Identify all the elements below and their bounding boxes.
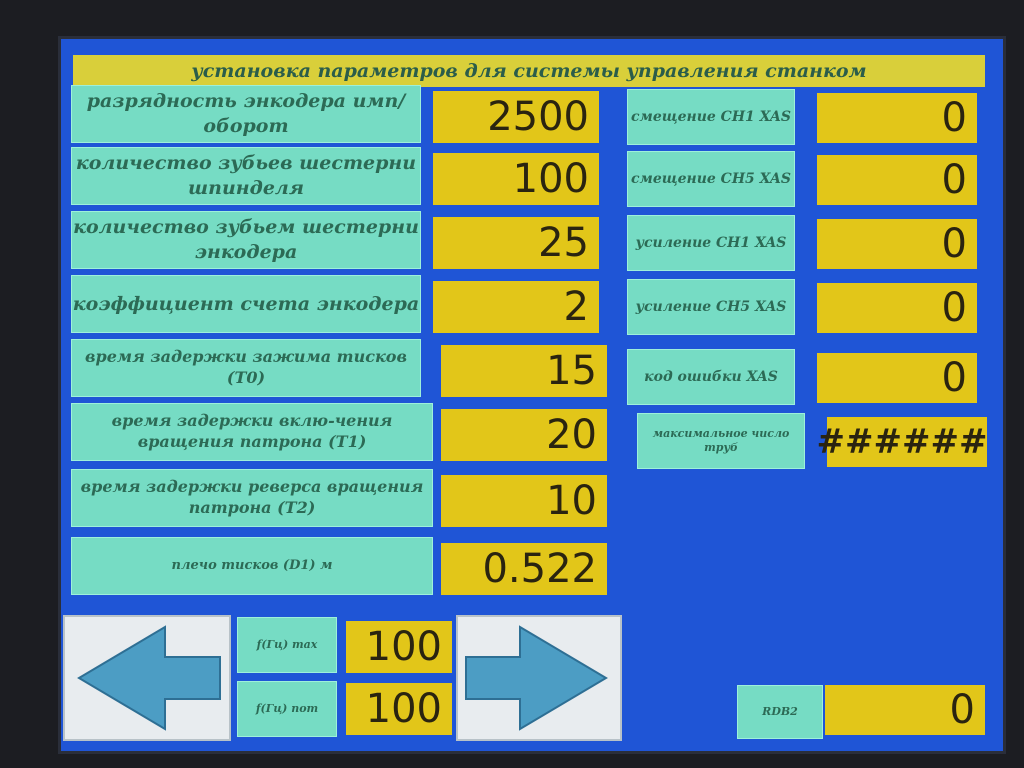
freq-max-label: f(Гц) max <box>237 617 337 673</box>
param-value[interactable]: 20 <box>441 409 607 461</box>
xas-param-value[interactable]: 0 <box>817 219 977 269</box>
arrow-right-icon <box>465 625 608 731</box>
next-page-button[interactable] <box>456 615 622 741</box>
param-value[interactable]: 2500 <box>433 91 599 143</box>
xas-param-value[interactable]: 0 <box>817 283 977 333</box>
xas-param-label: максимальное число труб <box>637 413 805 469</box>
hmi-screen: установка параметров для системы управле… <box>58 36 1006 754</box>
page-title: установка параметров для системы управле… <box>73 55 985 87</box>
freq-max-value[interactable]: 100 <box>346 621 452 673</box>
param-label: время задержки реверса вращения патрона … <box>71 469 433 527</box>
xas-param-label: смещение CH1 XAS <box>627 89 795 145</box>
xas-param-value[interactable]: ###### <box>817 417 987 467</box>
rdb-value[interactable]: 0 <box>825 685 985 735</box>
param-value[interactable]: 0.522 <box>441 543 607 595</box>
xas-param-value[interactable]: 0 <box>817 155 977 205</box>
param-value[interactable]: 15 <box>441 345 607 397</box>
param-label: количество зубьем шестерни энкодера <box>71 211 421 269</box>
param-value[interactable]: 100 <box>433 153 599 205</box>
param-label: коэффициент счета энкодера <box>71 275 421 333</box>
xas-param-label: усиление CH5 XAS <box>627 279 795 335</box>
freq-nom-label: f(Гц) nom <box>237 681 337 737</box>
param-value[interactable]: 25 <box>433 217 599 269</box>
freq-nom-value[interactable]: 100 <box>346 683 452 735</box>
param-label: плечо тисков (D1) м <box>71 537 433 595</box>
xas-param-label: код ошибки XAS <box>627 349 795 405</box>
xas-param-label: смещение CH5 XAS <box>627 151 795 207</box>
xas-param-value[interactable]: 0 <box>817 93 977 143</box>
param-value[interactable]: 10 <box>441 475 607 527</box>
prev-page-button[interactable] <box>63 615 231 741</box>
xas-param-value[interactable]: 0 <box>817 353 977 403</box>
xas-param-label: усиление CH1 XAS <box>627 215 795 271</box>
param-label: время задержки вклю-чения вращения патро… <box>71 403 433 461</box>
rdb-label: RDB2 <box>737 685 823 739</box>
param-label: разрядность энкодера имп/оборот <box>71 85 421 143</box>
param-value[interactable]: 2 <box>433 281 599 333</box>
param-label: время задержки зажима тисков (T0) <box>71 339 421 397</box>
param-label: количество зубьев шестерни шпинделя <box>71 147 421 205</box>
arrow-left-icon <box>77 625 221 731</box>
